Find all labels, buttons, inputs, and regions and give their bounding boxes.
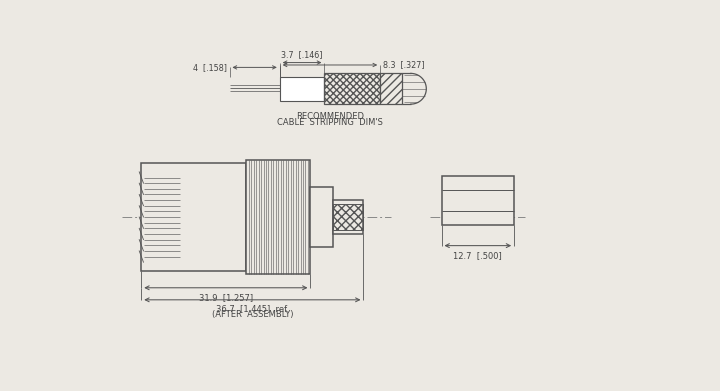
Bar xyxy=(280,77,324,100)
Bar xyxy=(333,201,364,233)
Bar xyxy=(246,160,310,274)
Text: 12.7  [.500]: 12.7 [.500] xyxy=(454,251,502,260)
Text: (AFTER  ASSEMBLY): (AFTER ASSEMBLY) xyxy=(212,310,293,319)
Text: RECOMMENDED: RECOMMENDED xyxy=(296,112,364,121)
Bar xyxy=(141,163,246,271)
Text: 36.7  [1.445]  ref.: 36.7 [1.445] ref. xyxy=(216,304,289,313)
Bar xyxy=(310,187,333,247)
Text: CABLE  STRIPPING  DIM'S: CABLE STRIPPING DIM'S xyxy=(277,118,383,127)
Text: 8.3  [.327]: 8.3 [.327] xyxy=(383,61,425,70)
Bar xyxy=(333,204,364,230)
Bar xyxy=(324,74,380,104)
Bar xyxy=(441,176,514,224)
Text: 3.7  [.146]: 3.7 [.146] xyxy=(282,50,323,59)
Bar xyxy=(380,74,402,104)
Text: 31.9  [1.257]: 31.9 [1.257] xyxy=(199,293,253,302)
Text: 4  [.158]: 4 [.158] xyxy=(193,63,227,72)
Bar xyxy=(380,74,402,104)
